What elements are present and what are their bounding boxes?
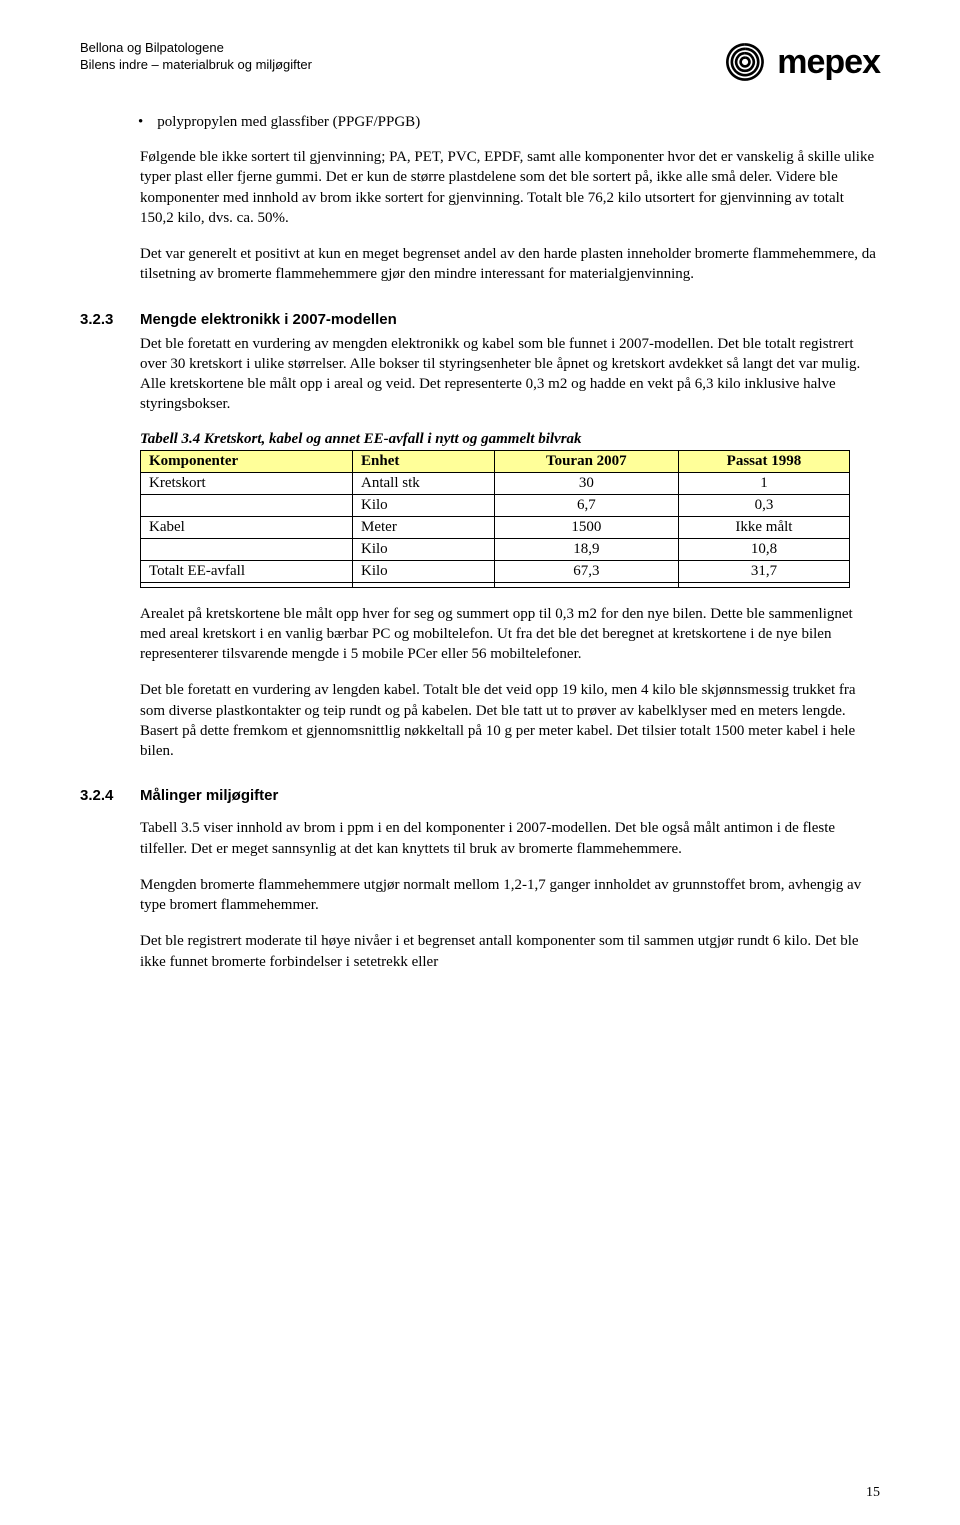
bullet-ppgf: polypropylen med glassfiber (PPGF/PPGB) [158,114,880,131]
section-323-heading: 3.2.3 Mengde elektronikk i 2007-modellen [80,311,880,328]
table-cell: 1 [678,472,850,494]
th-enhet: Enhet [353,450,495,472]
table-header-row: Komponenter Enhet Touran 2007 Passat 199… [141,450,850,472]
sec323-p3: Det ble foretatt en vurdering av lengden… [140,680,880,761]
table-cell: 30 [495,472,678,494]
table-cell: Kilo [353,494,495,516]
sec324-p1: Tabell 3.5 viser innhold av brom i ppm i… [140,818,880,859]
th-touran: Touran 2007 [495,450,678,472]
section-324-heading: 3.2.4 Målinger miljøgifter [80,787,880,804]
table-row: Totalt EE-avfallKilo67,331,7 [141,560,850,582]
sec324-p3: Det ble registrert moderate til høye niv… [140,931,880,972]
table-caption-34: Tabell 3.4 Kretskort, kabel og annet EE-… [140,431,880,448]
brand-logo: mepex [723,40,880,84]
section-num-323: 3.2.3 [80,311,140,328]
table-cell: 67,3 [495,560,678,582]
header-left-text: Bellona og Bilpatologene Bilens indre – … [80,40,312,74]
brand-name: mepex [777,43,880,82]
section-title-324: Målinger miljøgifter [140,787,278,804]
table-cell [678,582,850,587]
table-cell [141,582,353,587]
table-cell [353,582,495,587]
table-cell: Kilo [353,538,495,560]
para-intro-1: Følgende ble ikke sortert til gjenvinnin… [140,147,880,228]
section-title-323: Mengde elektronikk i 2007-modellen [140,311,397,328]
sec323-p2: Arealet på kretskortene ble målt opp hve… [140,604,880,665]
table-cell: Ikke målt [678,516,850,538]
table-34: Komponenter Enhet Touran 2007 Passat 199… [140,450,850,588]
th-komponenter: Komponenter [141,450,353,472]
table-cell [141,494,353,516]
table-cell: Kabel [141,516,353,538]
spiral-icon [723,40,767,84]
header-line1: Bellona og Bilpatologene [80,40,312,57]
table-cell: Meter [353,516,495,538]
table-cell: 18,9 [495,538,678,560]
table-cell: 0,3 [678,494,850,516]
table-cell: Kretskort [141,472,353,494]
page-number: 15 [866,1485,880,1501]
table-cell [495,582,678,587]
table-row: KabelMeter1500Ikke målt [141,516,850,538]
table-cell: 6,7 [495,494,678,516]
table-row [141,582,850,587]
page-header: Bellona og Bilpatologene Bilens indre – … [80,40,880,84]
header-line2: Bilens indre – materialbruk og miljøgift… [80,57,312,74]
sec323-p1: Det ble foretatt en vurdering av mengden… [140,334,880,415]
table-row: Kilo18,910,8 [141,538,850,560]
th-passat: Passat 1998 [678,450,850,472]
sec324-p2: Mengden bromerte flammehemmere utgjør no… [140,875,880,916]
table-cell: Antall stk [353,472,495,494]
table-row: Kilo6,70,3 [141,494,850,516]
table-cell: 1500 [495,516,678,538]
table-row: KretskortAntall stk301 [141,472,850,494]
section-num-324: 3.2.4 [80,787,140,804]
table-cell: Totalt EE-avfall [141,560,353,582]
para-intro-2: Det var generelt et positivt at kun en m… [140,244,880,285]
table-cell [141,538,353,560]
table-cell: 31,7 [678,560,850,582]
table-cell: Kilo [353,560,495,582]
table-cell: 10,8 [678,538,850,560]
